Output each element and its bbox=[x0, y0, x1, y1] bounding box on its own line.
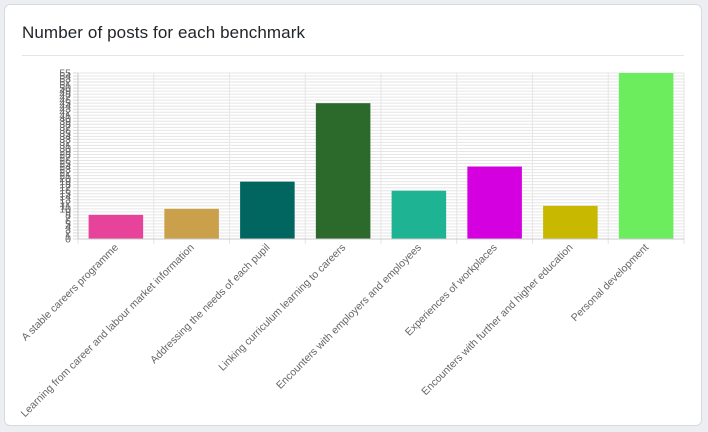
y-tick-label: 2 bbox=[65, 227, 71, 239]
y-tick-label: 53 bbox=[59, 74, 71, 86]
y-axis-ticks: 0123456789101112131415161718192021222324… bbox=[59, 68, 78, 246]
y-tick-label: 20 bbox=[59, 173, 71, 185]
y-tick-label: 51 bbox=[59, 80, 71, 92]
y-tick-label: 13 bbox=[59, 194, 71, 206]
y-tick-label: 42 bbox=[59, 107, 71, 119]
bar[interactable] bbox=[88, 214, 144, 239]
y-tick-label: 7 bbox=[65, 212, 71, 224]
y-tick-label: 39 bbox=[59, 116, 71, 128]
y-tick-label: 15 bbox=[59, 188, 71, 200]
bar[interactable] bbox=[240, 181, 295, 239]
y-tick-label: 26 bbox=[59, 155, 71, 167]
y-tick-label: 49 bbox=[59, 86, 71, 98]
y-tick-label: 41 bbox=[59, 110, 71, 122]
y-tick-label: 18 bbox=[59, 179, 71, 191]
x-category-label: Addressing the needs of each pupil bbox=[148, 242, 272, 366]
y-tick-label: 54 bbox=[59, 71, 71, 83]
y-tick-label: 11 bbox=[60, 200, 71, 212]
y-tick-label: 4 bbox=[65, 221, 71, 233]
y-tick-label: 0 bbox=[65, 234, 71, 246]
y-tick-label: 32 bbox=[59, 137, 71, 149]
bar[interactable] bbox=[618, 73, 674, 239]
y-tick-label: 16 bbox=[59, 185, 71, 197]
y-tick-label: 17 bbox=[59, 182, 71, 194]
bar[interactable] bbox=[467, 166, 522, 239]
y-tick-label: 31 bbox=[59, 140, 71, 152]
y-tick-label: 21 bbox=[59, 170, 71, 182]
y-tick-label: 47 bbox=[59, 92, 71, 104]
y-tick-label: 28 bbox=[59, 149, 71, 161]
card-title: Number of posts for each benchmark bbox=[22, 23, 306, 42]
chart-bars bbox=[88, 73, 674, 239]
y-tick-label: 37 bbox=[59, 122, 71, 134]
y-tick-label: 14 bbox=[59, 191, 71, 203]
y-tick-label: 35 bbox=[59, 128, 71, 140]
y-tick-label: 23 bbox=[59, 164, 71, 176]
bar[interactable] bbox=[391, 190, 447, 239]
y-tick-label: 33 bbox=[59, 134, 71, 146]
x-category-label: Linking curriculum learning to careers bbox=[216, 242, 348, 374]
y-tick-label: 44 bbox=[59, 101, 71, 113]
x-category-label: Encounters with employers and employees bbox=[274, 242, 424, 392]
y-tick-label: 30 bbox=[59, 143, 71, 155]
y-tick-label: 55 bbox=[59, 68, 71, 80]
y-tick-label: 46 bbox=[59, 95, 71, 107]
y-tick-label: 5 bbox=[65, 218, 71, 230]
y-tick-label: 27 bbox=[59, 152, 71, 164]
y-tick-label: 24 bbox=[59, 161, 71, 173]
y-tick-label: 34 bbox=[59, 131, 71, 143]
y-tick-label: 25 bbox=[59, 158, 71, 170]
y-tick-label: 9 bbox=[65, 206, 71, 218]
y-tick-label: 40 bbox=[59, 113, 71, 125]
bar[interactable] bbox=[315, 103, 371, 239]
y-tick-label: 38 bbox=[59, 119, 71, 131]
y-tick-label: 50 bbox=[59, 83, 71, 95]
y-tick-label: 52 bbox=[59, 77, 71, 89]
y-tick-label: 8 bbox=[65, 209, 71, 221]
x-category-label: Learning from career and labour market i… bbox=[19, 242, 197, 420]
x-category-label: Personal development bbox=[569, 242, 651, 324]
bar[interactable] bbox=[164, 208, 219, 239]
y-tick-label: 6 bbox=[65, 215, 71, 227]
y-tick-label: 10 bbox=[59, 203, 71, 215]
y-tick-label: 19 bbox=[59, 176, 71, 188]
y-tick-label: 45 bbox=[59, 98, 71, 110]
title-divider bbox=[22, 55, 684, 56]
y-tick-label: 43 bbox=[59, 104, 71, 116]
y-tick-label: 48 bbox=[59, 89, 71, 101]
bar[interactable] bbox=[543, 205, 598, 239]
y-tick-label: 22 bbox=[59, 167, 71, 179]
y-tick-label: 12 bbox=[59, 197, 71, 209]
x-category-label: Encounters with further and higher educa… bbox=[419, 242, 575, 398]
y-tick-label: 36 bbox=[59, 125, 71, 137]
y-tick-label: 1 bbox=[65, 230, 71, 242]
y-tick-label: 3 bbox=[65, 224, 71, 236]
y-tick-label: 29 bbox=[59, 146, 71, 158]
